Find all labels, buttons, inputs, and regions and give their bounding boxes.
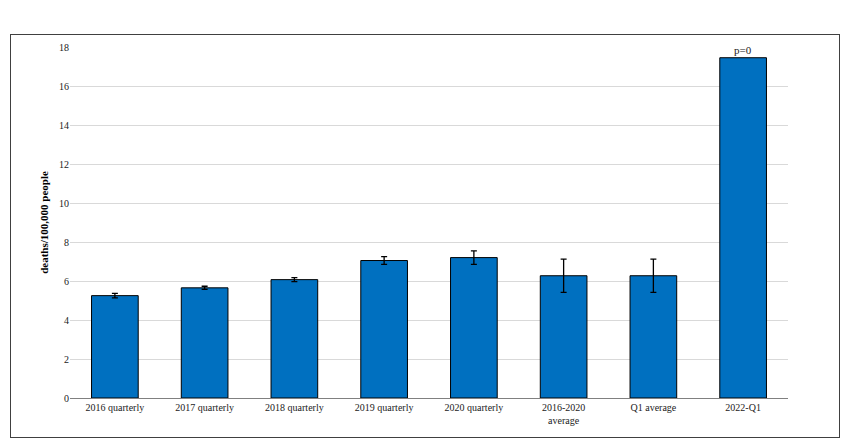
- svg-text:4: 4: [64, 315, 69, 326]
- svg-text:2016 quarterly: 2016 quarterly: [86, 402, 145, 413]
- svg-text:14: 14: [59, 120, 69, 131]
- svg-text:2018 quarterly: 2018 quarterly: [265, 402, 324, 413]
- svg-text:2019 quarterly: 2019 quarterly: [355, 402, 414, 413]
- svg-text:2: 2: [64, 354, 69, 365]
- svg-text:2016-2020average: 2016-2020average: [542, 402, 585, 426]
- svg-text:2020 quarterly: 2020 quarterly: [445, 402, 504, 413]
- svg-text:12: 12: [59, 159, 69, 170]
- svg-text:Q1 average: Q1 average: [630, 402, 676, 413]
- svg-text:deaths/100,000 people: deaths/100,000 people: [38, 171, 50, 274]
- svg-text:p=0: p=0: [734, 44, 752, 56]
- svg-text:2022-Q1: 2022-Q1: [725, 402, 761, 413]
- svg-text:6: 6: [64, 276, 69, 287]
- svg-text:10: 10: [59, 198, 69, 209]
- svg-text:2017 quarterly: 2017 quarterly: [175, 402, 234, 413]
- svg-text:0: 0: [64, 393, 69, 404]
- svg-text:16: 16: [59, 81, 69, 92]
- svg-text:8: 8: [64, 237, 69, 248]
- svg-text:18: 18: [59, 42, 69, 53]
